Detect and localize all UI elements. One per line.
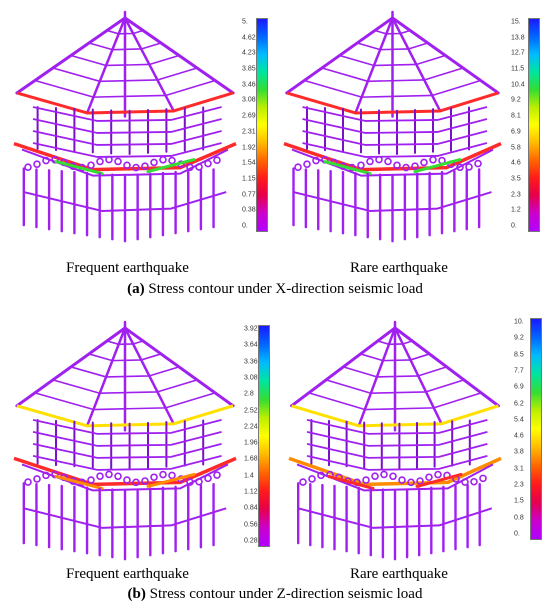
caption-b: (b) Stress contour under Z-direction sei…: [0, 586, 550, 603]
colorbar-tick: 2.3: [514, 481, 524, 489]
colorbar-tick: 3.64: [244, 341, 258, 349]
colorbar-tick: 1.15: [242, 175, 256, 183]
stress-model-z-rare: [288, 320, 502, 561]
colorbar-tick: 3.08: [244, 374, 258, 382]
colorbar-tick: 5.4: [514, 416, 524, 424]
colorbar-tick: 15.: [511, 18, 521, 26]
stress-model-x-frequent: [13, 10, 237, 243]
colorbar-x-frequent: [256, 18, 268, 232]
colorbar-tick: 2.31: [242, 128, 256, 136]
colorbar-tick: 6.9: [514, 383, 524, 391]
colorbar-z-frequent: [258, 325, 270, 547]
colorbar-tick: 0.77: [242, 191, 256, 199]
colorbar-tick: 2.52: [244, 407, 258, 415]
colorbar-tick: 8.1: [511, 112, 521, 120]
colorbar-tick: 1.68: [244, 455, 258, 463]
colorbar-tick: 1.5: [514, 497, 524, 505]
colorbar-tick: 5.8: [511, 144, 521, 152]
colorbar-tick: 10.: [514, 318, 524, 326]
colorbar-tick: 3.5: [511, 175, 521, 183]
colorbar-tick: 8.5: [514, 351, 524, 359]
label-x-frequent: Frequent earthquake: [66, 260, 189, 276]
colorbar-tick: 3.1: [514, 465, 524, 473]
colorbar-tick: 4.62: [242, 34, 256, 42]
colorbar-tick: 1.54: [242, 159, 256, 167]
caption-b-text: Stress contour under Z-direction seismic…: [145, 586, 423, 602]
colorbar-tick: 12.7: [511, 49, 525, 57]
caption-b-tag: (b): [127, 586, 146, 602]
colorbar-tick: 6.2: [514, 400, 524, 408]
colorbar-tick: 0.56: [244, 521, 258, 529]
colorbar-z-rare: [530, 318, 542, 540]
colorbar-tick: 0.84: [244, 504, 258, 512]
label-x-rare: Rare earthquake: [350, 260, 448, 276]
colorbar-x-rare: [528, 18, 540, 232]
colorbar-tick: 3.46: [242, 81, 256, 89]
colorbar-tick: 0.28: [244, 537, 258, 545]
colorbar-tick: 3.8: [514, 448, 524, 456]
colorbar-tick: 6.9: [511, 128, 521, 136]
colorbar-tick: 13.8: [511, 34, 525, 42]
colorbar-tick: 0.8: [514, 514, 524, 522]
colorbar-tick: 1.92: [242, 144, 256, 152]
colorbar-tick: 0.38: [242, 206, 256, 214]
colorbar-tick: 1.96: [244, 439, 258, 447]
colorbar-tick: 2.8: [244, 390, 254, 398]
colorbar-tick: 2.24: [244, 423, 258, 431]
colorbar-tick: 11.5: [511, 65, 525, 73]
colorbar-tick: 3.36: [244, 358, 258, 366]
colorbar-tick: 3.08: [242, 96, 256, 104]
colorbar-tick: 3.92: [244, 325, 258, 333]
stress-model-x-rare: [283, 10, 502, 243]
caption-a-tag: (a): [127, 281, 145, 297]
colorbar-tick: 4.6: [514, 432, 524, 440]
colorbar-tick: 10.4: [511, 81, 525, 89]
colorbar-tick: 5.: [242, 18, 248, 26]
colorbar-tick: 0.: [514, 530, 520, 538]
colorbar-tick: 1.4: [244, 472, 254, 480]
colorbar-tick: 1.12: [244, 488, 258, 496]
label-z-rare: Rare earthquake: [350, 566, 448, 582]
colorbar-tick: 1.2: [511, 206, 521, 214]
caption-a-text: Stress contour under X-direction seismic…: [144, 281, 423, 297]
colorbar-tick: 2.69: [242, 112, 256, 120]
colorbar-tick: 9.2: [514, 334, 524, 342]
label-z-frequent: Frequent earthquake: [66, 566, 189, 582]
colorbar-tick: 4.23: [242, 49, 256, 57]
colorbar-tick: 0.: [242, 222, 248, 230]
colorbar-tick: 7.7: [514, 367, 524, 375]
colorbar-tick: 2.3: [511, 191, 521, 199]
colorbar-tick: 3.85: [242, 65, 256, 73]
caption-a: (a) Stress contour under X-direction sei…: [0, 281, 550, 298]
stress-model-z-frequent: [13, 320, 237, 561]
colorbar-tick: 9.2: [511, 96, 521, 104]
colorbar-tick: 0.: [511, 222, 517, 230]
colorbar-tick: 4.6: [511, 159, 521, 167]
